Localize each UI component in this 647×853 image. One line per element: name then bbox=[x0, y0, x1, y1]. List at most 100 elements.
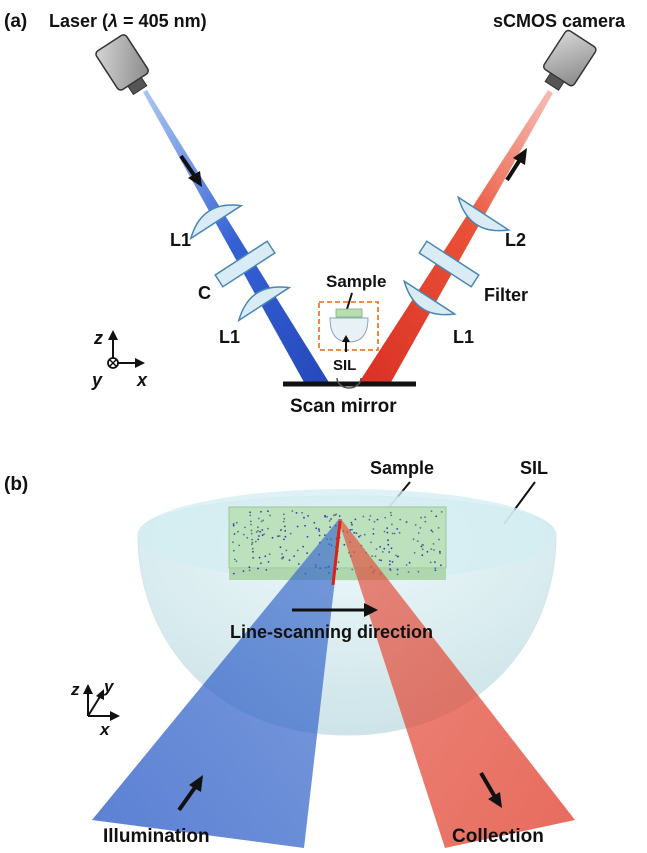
axis-z-b: z bbox=[70, 680, 80, 699]
sample-particle bbox=[439, 552, 441, 555]
sample-particle bbox=[383, 530, 386, 533]
sample-particle bbox=[278, 535, 281, 537]
sample-pointer bbox=[346, 292, 353, 310]
axis-y-b: y bbox=[103, 677, 115, 696]
sample-particle bbox=[388, 563, 391, 566]
sample-particle bbox=[232, 523, 235, 525]
sample-particle bbox=[291, 510, 294, 512]
sample-particle bbox=[283, 517, 286, 520]
sample-particle bbox=[391, 523, 393, 526]
sample-particle bbox=[434, 567, 437, 570]
sample-particle bbox=[420, 545, 423, 548]
sample-particle bbox=[303, 516, 305, 519]
sample-particle bbox=[426, 550, 429, 553]
sample-particle bbox=[260, 510, 262, 513]
axis-x-a: x bbox=[136, 370, 148, 390]
sample-particle bbox=[372, 533, 375, 535]
sample-particle bbox=[301, 511, 303, 514]
sample-particle bbox=[324, 534, 326, 536]
sample-particle bbox=[424, 516, 426, 519]
sample-particle bbox=[396, 528, 399, 530]
sample-particle bbox=[435, 515, 438, 518]
sample-particle bbox=[399, 518, 402, 521]
illumination-beam bbox=[143, 90, 330, 384]
sample-particle bbox=[434, 561, 436, 563]
sample-particle bbox=[434, 569, 437, 572]
sample-particle bbox=[315, 527, 318, 530]
sample-particle bbox=[235, 560, 238, 563]
label-scan-direction: Line-scanning direction bbox=[230, 622, 433, 642]
sample-particle bbox=[271, 536, 274, 539]
sample-particle bbox=[248, 566, 251, 569]
illumination-arrow-b-icon bbox=[177, 775, 203, 812]
sample-particle bbox=[424, 520, 427, 523]
sample-particle bbox=[363, 533, 366, 536]
sample-particle bbox=[306, 535, 309, 538]
sample-particle bbox=[251, 543, 253, 546]
sample-particle bbox=[416, 540, 419, 542]
sample-particle bbox=[408, 561, 411, 564]
label-l2: L2 bbox=[505, 230, 526, 250]
sample-particle bbox=[351, 528, 353, 531]
sample-particle bbox=[431, 530, 434, 533]
sample-particle bbox=[351, 568, 354, 571]
sample-particle bbox=[280, 557, 283, 560]
sample-particle bbox=[421, 554, 424, 557]
sample-particle bbox=[289, 532, 292, 535]
sample-particle bbox=[405, 521, 408, 524]
sample-particle bbox=[349, 529, 352, 531]
label-filter: Filter bbox=[484, 285, 528, 305]
sample-particle bbox=[324, 514, 326, 517]
sample-particle bbox=[421, 548, 424, 551]
sample-particle bbox=[440, 511, 443, 513]
sample-particle bbox=[430, 548, 433, 550]
sample-particle bbox=[252, 550, 254, 553]
collection-beam bbox=[358, 90, 553, 384]
sample-particle bbox=[395, 554, 397, 557]
sample-particle bbox=[389, 560, 391, 562]
camera-label: sCMOS camera bbox=[493, 11, 626, 31]
sample-particle bbox=[412, 538, 415, 541]
sample-particle bbox=[265, 569, 268, 571]
sample-particle bbox=[430, 510, 433, 512]
sample-particle bbox=[264, 555, 267, 558]
sample-particle bbox=[269, 514, 271, 517]
sample-particle bbox=[285, 549, 288, 552]
axes-b: z y x bbox=[70, 677, 120, 739]
sample-particle bbox=[250, 523, 252, 526]
sample-particle bbox=[353, 531, 356, 534]
sample-particle bbox=[251, 547, 254, 550]
sil-hemisphere-a bbox=[329, 317, 369, 343]
sample-particle bbox=[232, 572, 235, 575]
sample-particle bbox=[284, 530, 287, 532]
sample-particle bbox=[396, 568, 399, 571]
sample-particle bbox=[318, 530, 321, 532]
sample-particle bbox=[393, 532, 396, 535]
sample-particle bbox=[257, 530, 259, 532]
axis-z-a: z bbox=[93, 328, 103, 348]
sample-particle bbox=[250, 532, 253, 535]
filter-plate bbox=[418, 240, 480, 288]
sample-particle bbox=[328, 520, 331, 522]
sample-particle bbox=[232, 524, 235, 527]
sample-particle bbox=[386, 531, 389, 534]
sample-particle bbox=[261, 529, 264, 531]
sample-particle bbox=[302, 545, 304, 548]
sample-particle bbox=[337, 561, 340, 563]
label-l1-left-bottom: L1 bbox=[219, 327, 240, 347]
sample-particle bbox=[432, 543, 435, 545]
sample-particle bbox=[257, 567, 259, 570]
sample-particle bbox=[329, 526, 332, 528]
sample-particle bbox=[396, 555, 399, 558]
sample-particle bbox=[250, 529, 253, 532]
sample-particle bbox=[381, 551, 384, 553]
panel-a-label: (a) bbox=[4, 11, 27, 32]
sample-particle bbox=[378, 559, 381, 561]
sample-particle bbox=[318, 534, 321, 537]
collection-beam-b bbox=[338, 519, 575, 848]
label-scan-mirror: Scan mirror bbox=[290, 396, 397, 417]
sample-particle bbox=[369, 515, 372, 517]
sample-particle bbox=[258, 535, 260, 537]
